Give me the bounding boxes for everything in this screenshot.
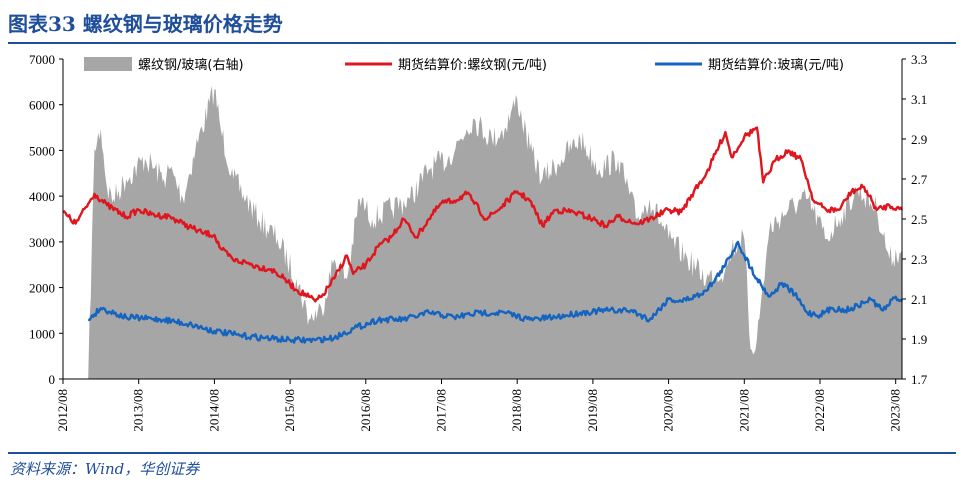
x-tick-label: 2020/08 xyxy=(661,389,676,432)
x-tick-label: 2016/08 xyxy=(358,389,373,432)
legend-label-ratio: 螺纹钢/玻璃(右轴) xyxy=(138,58,244,73)
y-right-tick-label: 3.3 xyxy=(911,52,927,67)
y-right-tick-label: 2.1 xyxy=(911,292,927,307)
y-left-tick-label: 4000 xyxy=(29,189,55,204)
y-right-tick-label: 2.3 xyxy=(911,252,927,267)
x-tick-label: 2014/08 xyxy=(206,389,221,432)
y-right-tick-label: 1.9 xyxy=(911,332,927,347)
chart-title: 图表33 螺纹钢与玻璃价格走势 xyxy=(8,12,283,36)
x-tick-label: 2015/08 xyxy=(282,389,297,432)
y-left-tick-label: 2000 xyxy=(29,281,55,296)
y-left-tick-label: 6000 xyxy=(29,98,55,113)
x-tick-label: 2019/08 xyxy=(585,389,600,432)
y-right-tick-label: 2.5 xyxy=(911,212,927,227)
y-left-tick-label: 1000 xyxy=(29,326,55,341)
x-tick-label: 2023/08 xyxy=(888,389,903,432)
y-left-tick-label: 5000 xyxy=(29,143,55,158)
x-tick-label: 2021/08 xyxy=(736,389,751,432)
x-tick-label: 2012/08 xyxy=(55,389,70,432)
x-tick-label: 2017/08 xyxy=(434,389,449,432)
series-glass-line xyxy=(87,240,903,344)
y-left-tick-label: 7000 xyxy=(29,52,55,67)
legend-label-glass: 期货结算价:玻璃(元/吨) xyxy=(708,57,844,73)
x-tick-label: 2022/08 xyxy=(812,389,827,432)
y-right-tick-label: 3.1 xyxy=(911,92,927,107)
y-right-tick-label: 2.9 xyxy=(911,132,927,147)
y-right-tick-label: 1.7 xyxy=(911,372,928,387)
series-rebar-line xyxy=(62,126,904,303)
x-tick-label: 2018/08 xyxy=(509,389,524,432)
y-right-tick-label: 2.7 xyxy=(911,172,928,187)
series-ratio-area xyxy=(88,86,902,379)
chart: 0 1000 2000 3000 4000 5000 6000 7000 1.7 1.9 2.1 2.… xyxy=(29,52,928,432)
legend-label-rebar: 期货结算价:螺纹钢(元/吨) xyxy=(398,57,547,73)
legend-swatch-ratio xyxy=(84,57,132,71)
y-left-tick-label: 3000 xyxy=(29,235,55,250)
source-divider xyxy=(8,452,956,454)
title-bar: 图表33 螺纹钢与玻璃价格走势 xyxy=(8,4,956,44)
y-left-tick-label: 0 xyxy=(49,372,56,387)
x-tick-label: 2013/08 xyxy=(131,389,146,432)
source-note: 资料来源：Wind，华创证券 xyxy=(10,460,200,478)
